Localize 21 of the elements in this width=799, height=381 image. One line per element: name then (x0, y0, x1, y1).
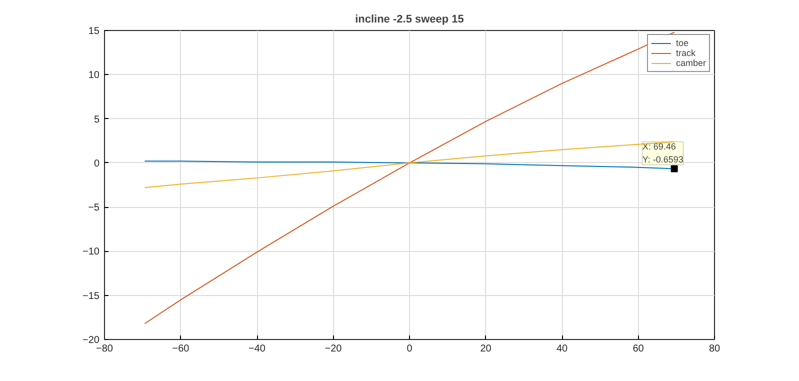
x-tick-label: −20 (324, 344, 342, 354)
x-tick-label: 80 (708, 344, 720, 354)
legend-label: toe (676, 38, 690, 48)
y-tick-label: 0 (94, 158, 100, 170)
y-tick-label: −10 (82, 246, 100, 258)
chart-title: incline -2.5 sweep 15 (355, 14, 464, 26)
x-tick-label: −60 (172, 344, 190, 354)
y-tick-label: −15 (82, 290, 100, 302)
x-tick-label: 0 (406, 344, 413, 354)
y-tick-label: 5 (94, 114, 100, 126)
y-tick-label: −20 (82, 335, 100, 346)
legend-label: camber (676, 58, 706, 68)
y-tick-label: −5 (88, 202, 100, 214)
y-tick-label: 10 (88, 70, 100, 82)
y-tick-label: 15 (88, 26, 100, 37)
x-tick-label: −80 (96, 344, 114, 354)
x-tick-label: 20 (480, 344, 492, 354)
legend-label: track (676, 48, 696, 58)
x-tick-label: 60 (632, 344, 644, 354)
x-tick-label: 40 (556, 344, 568, 354)
x-tick-label: −40 (248, 344, 266, 354)
